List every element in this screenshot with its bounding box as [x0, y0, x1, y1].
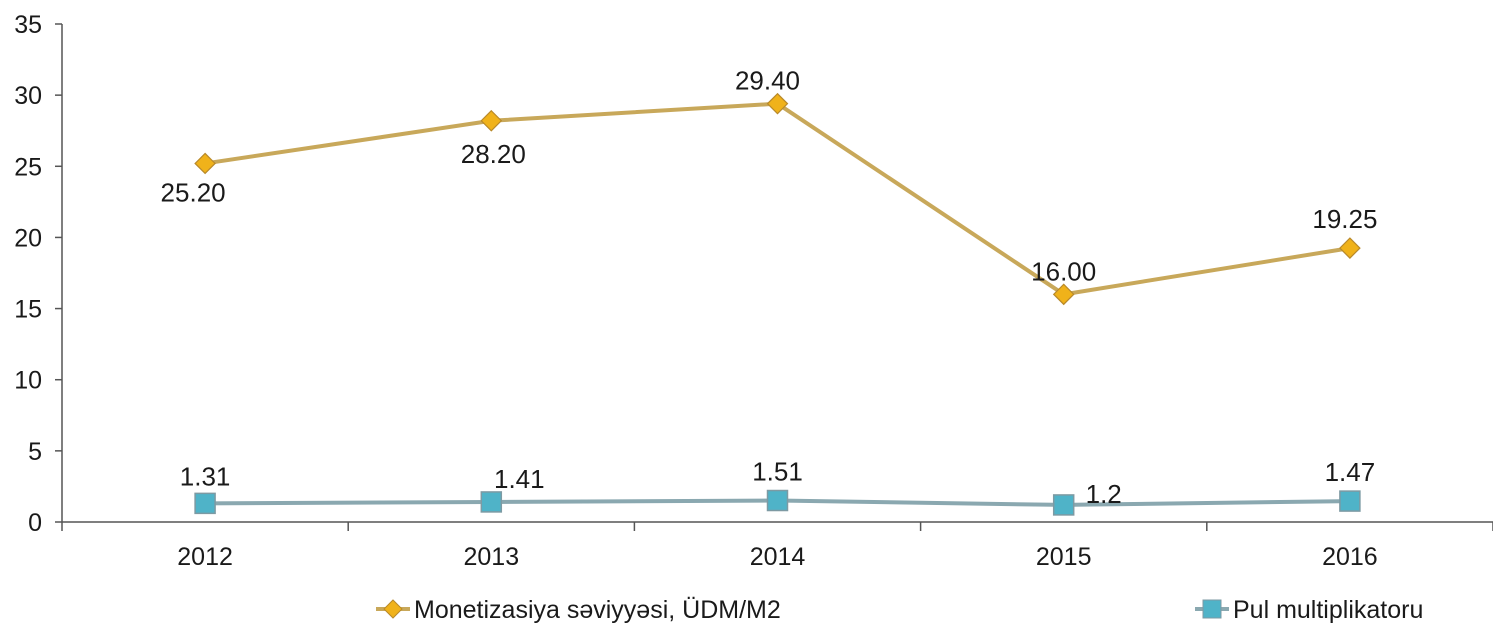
y-axis-ticks: 0 5 10 15 20 25 30 35: [14, 11, 62, 537]
data-label: 19.25: [1312, 204, 1377, 234]
data-label: 1.41: [494, 464, 545, 494]
x-tick-label: 2012: [177, 543, 233, 571]
data-point-diamond: [766, 92, 789, 115]
data-point-square: [766, 489, 789, 512]
data-point-square: [1052, 494, 1075, 516]
data-point-square: [1339, 490, 1361, 512]
y-tick-label: 5: [28, 438, 42, 466]
y-tick-label: 30: [14, 82, 42, 110]
y-tick-label: 35: [14, 11, 42, 39]
series-layer: [194, 92, 1361, 516]
legend-label: Monetizasiya səviyyəsi, ÜDM/M2: [414, 596, 781, 624]
legend-item-2: Pul multiplikatoru: [1195, 596, 1423, 624]
data-label: 25.20: [161, 177, 226, 207]
series-line: [204, 101, 1351, 297]
data-label: 1.2: [1086, 479, 1122, 509]
x-tick-label: 2013: [463, 543, 519, 571]
y-tick-label: 0: [28, 509, 42, 537]
data-point-square: [480, 491, 503, 513]
data-label: 1.31: [180, 461, 231, 491]
data-point-diamond: [1052, 283, 1075, 306]
legend-diamond-icon: [383, 599, 403, 619]
series-1: [194, 92, 1361, 306]
y-tick-label: 25: [14, 153, 42, 181]
data-label: 29.40: [735, 66, 800, 96]
data-point-diamond: [480, 109, 503, 132]
y-tick-label: 10: [14, 367, 42, 395]
data-label: 1.51: [752, 457, 803, 487]
axes: [61, 24, 1493, 523]
legend-label: Pul multiplikatoru: [1233, 596, 1423, 624]
legend: Monetizasiya səviyyəsi, ÜDM/M2 Pul multip…: [376, 596, 1423, 624]
data-point-diamond: [1339, 237, 1361, 259]
data-label: 1.47: [1325, 457, 1376, 487]
x-tick-label: 2015: [1036, 543, 1092, 571]
x-tick-label: 2016: [1322, 543, 1378, 571]
y-tick-label: 15: [14, 296, 42, 324]
y-tick-label: 20: [14, 224, 42, 252]
legend-square-icon: [1202, 599, 1222, 619]
series-2: [194, 489, 1361, 516]
x-axis-ticks: 2012 2013 2014 2015 2016: [61, 522, 1493, 571]
legend-item-1: Monetizasiya səviyyəsi, ÜDM/M2: [376, 596, 781, 624]
data-label: 16.00: [1031, 256, 1096, 286]
x-tick-label: 2014: [750, 543, 806, 571]
data-labels: 25.20 28.20 29.40 16.00 19.25 1.31 1.41 1.51 1.2…: [161, 66, 1378, 509]
data-point-square: [194, 492, 216, 515]
data-point-diamond: [194, 152, 216, 175]
data-label: 28.20: [461, 139, 526, 169]
